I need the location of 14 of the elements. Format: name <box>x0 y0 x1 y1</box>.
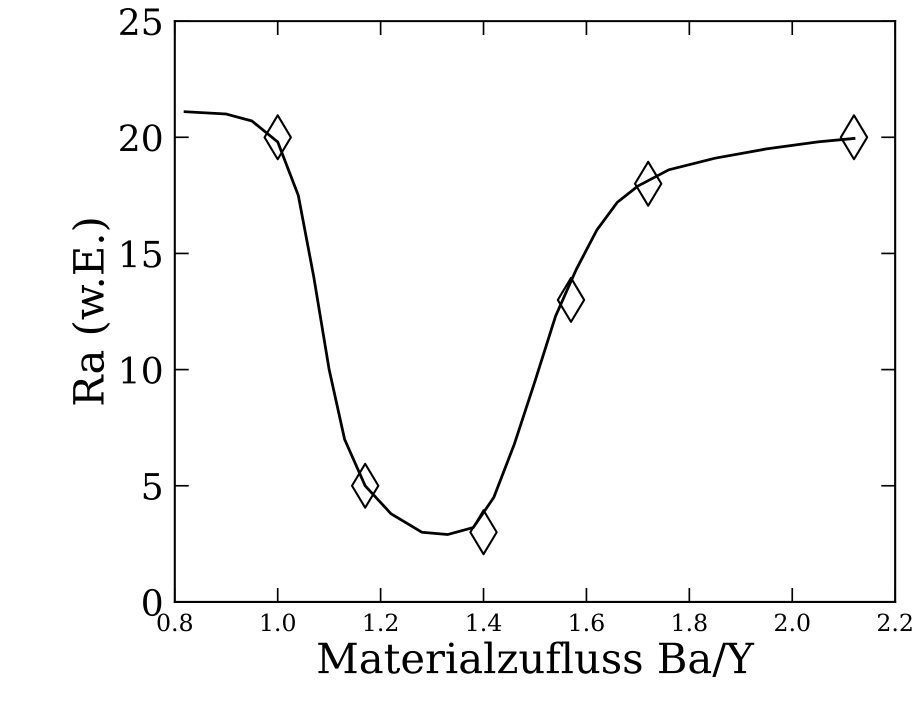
x-axis-title: Materialzufluss Ba/Y <box>318 641 754 677</box>
y-tick-label: 20 <box>120 124 162 152</box>
x-tick-label: 1.4 <box>468 613 502 632</box>
y-tick-label: 5 <box>144 473 161 500</box>
y-tick-label: 10 <box>122 356 162 384</box>
y-tick-label: 15 <box>122 240 161 268</box>
x-tick-label: 1.0 <box>262 613 295 632</box>
y-axis-title: Ra (w.E.) <box>72 220 110 404</box>
y-tick-label: 25 <box>120 8 161 36</box>
x-tick-label: 2.0 <box>775 613 810 632</box>
x-tick-label: 1.6 <box>570 613 604 632</box>
x-tick-label: 1.2 <box>364 613 398 632</box>
x-tick-label: 1.8 <box>673 613 707 632</box>
x-tick-label: 2.2 <box>878 613 912 632</box>
